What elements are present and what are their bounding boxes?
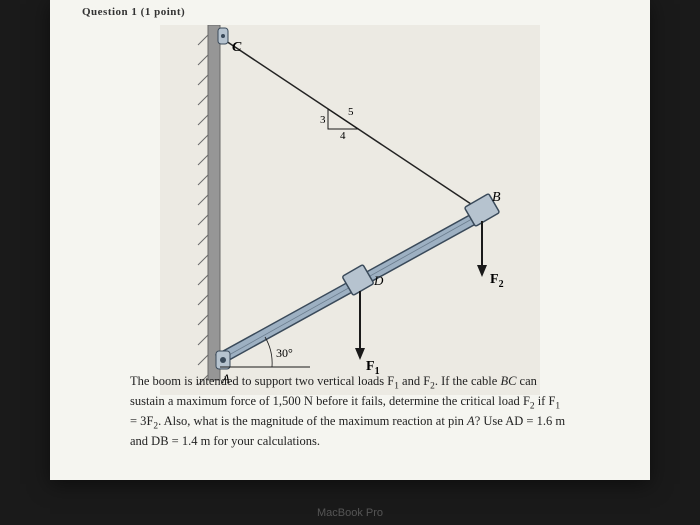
pt-3: . If the cable: [435, 374, 501, 388]
header-fragment: Question 1 (1 point): [82, 6, 185, 18]
tri-5-label: 5: [348, 106, 354, 118]
tri-4-label: 4: [340, 130, 346, 142]
statics-diagram: 3 4 5: [160, 25, 540, 395]
tri-3-label: 3: [320, 114, 326, 126]
label-c: C: [232, 40, 242, 55]
pt-a: A: [467, 414, 475, 428]
angle-label: 30°: [276, 346, 293, 360]
label-b: B: [492, 190, 501, 205]
pin-c: [218, 28, 228, 44]
label-d: D: [373, 273, 384, 288]
f2-sub: 2: [499, 279, 504, 290]
pt-f2b: F: [523, 394, 530, 408]
pt-1: The boom is intended to support two vert…: [130, 374, 387, 388]
pin-a: [216, 351, 230, 369]
watermark: MacBook Pro: [0, 507, 700, 519]
f2-label: F: [490, 272, 499, 287]
paper-sheet: Question 1 (1 point): [50, 0, 650, 480]
pt-5: if: [535, 394, 549, 408]
pt-6: . Also, what is the magnitude of the max…: [158, 414, 467, 428]
problem-text: The boom is intended to support two vert…: [130, 373, 570, 450]
pt-f1bs: 1: [555, 401, 560, 411]
pt-eq: = 3: [130, 414, 146, 428]
pt-bc: BC: [500, 374, 516, 388]
pt-2: and: [399, 374, 423, 388]
